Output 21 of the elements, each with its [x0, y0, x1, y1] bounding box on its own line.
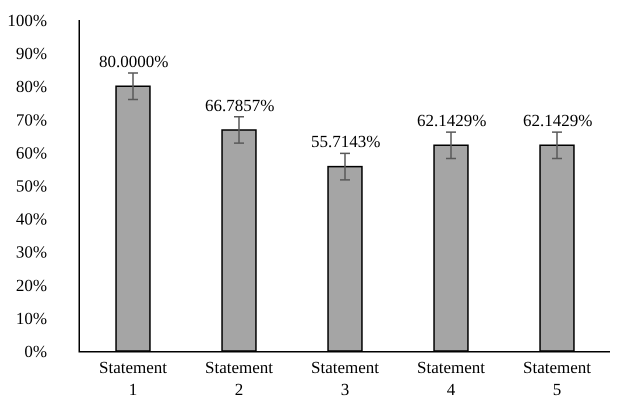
- x-tick-label: Statement 3: [311, 358, 380, 399]
- y-tick-label: 20%: [16, 276, 48, 295]
- y-tick-label: 90%: [16, 44, 48, 64]
- x-tick-label: Statement 4: [417, 358, 486, 399]
- data-label: 66.7857%: [205, 96, 274, 115]
- y-tick-label: 0%: [24, 342, 48, 361]
- data-label: 62.1429%: [417, 111, 486, 130]
- y-tick-label: 80%: [16, 77, 48, 96]
- x-tick-label: Statement 2: [205, 358, 274, 399]
- y-tick-label: 60%: [16, 143, 48, 162]
- y-tick-label: 50%: [16, 176, 48, 196]
- y-tick-label: 70%: [16, 110, 48, 130]
- y-tick-label: 10%: [16, 308, 48, 328]
- data-label: 55.7143%: [311, 132, 380, 151]
- data-label: 80.0000%: [99, 52, 168, 71]
- data-label: 62.1429%: [523, 111, 592, 130]
- y-tick-label: 100%: [7, 10, 48, 30]
- y-tick-label: 40%: [16, 210, 48, 229]
- y-tick-label: 30%: [16, 242, 48, 262]
- x-tick-label: Statement 1: [99, 358, 168, 399]
- x-tick-label: Statement 5: [523, 358, 592, 399]
